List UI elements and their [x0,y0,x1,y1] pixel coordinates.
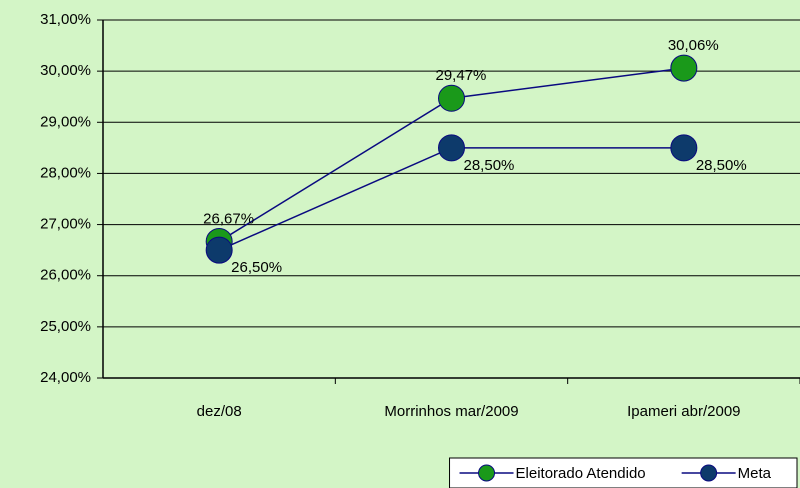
y-tick-label: 29,00% [40,113,91,130]
legend-marker [700,464,718,482]
legend-item: Meta [681,464,772,482]
legend-marker [478,464,496,482]
y-tick-label: 25,00% [40,318,91,335]
data-label: 26,67% [203,210,254,227]
y-tick-label: 24,00% [40,369,91,386]
y-tick-label: 27,00% [40,216,91,233]
marker [438,84,465,112]
legend-item: Eleitorado Atendido [459,464,646,482]
marker [670,54,698,82]
data-label: 28,50% [464,157,515,174]
y-tick-label: 26,00% [40,267,91,284]
data-label: 29,47% [436,67,487,84]
data-label: 26,50% [231,259,282,276]
y-tick-label: 31,00% [40,11,91,28]
x-tick-label: Ipameri abr/2009 [627,403,740,420]
marker [205,236,233,264]
marker [438,134,465,162]
marker [670,134,698,162]
x-tick-label: Morrinhos mar/2009 [384,403,518,420]
y-tick-label: 30,00% [40,62,91,79]
data-label: 30,06% [668,37,719,54]
legend: Eleitorado Atendido Meta [449,457,798,488]
y-tick-label: 28,00% [40,164,91,181]
legend-label: Eleitorado Atendido [516,465,646,482]
data-label: 28,50% [696,157,747,174]
x-tick-label: dez/08 [197,403,242,420]
legend-label: Meta [738,465,772,482]
